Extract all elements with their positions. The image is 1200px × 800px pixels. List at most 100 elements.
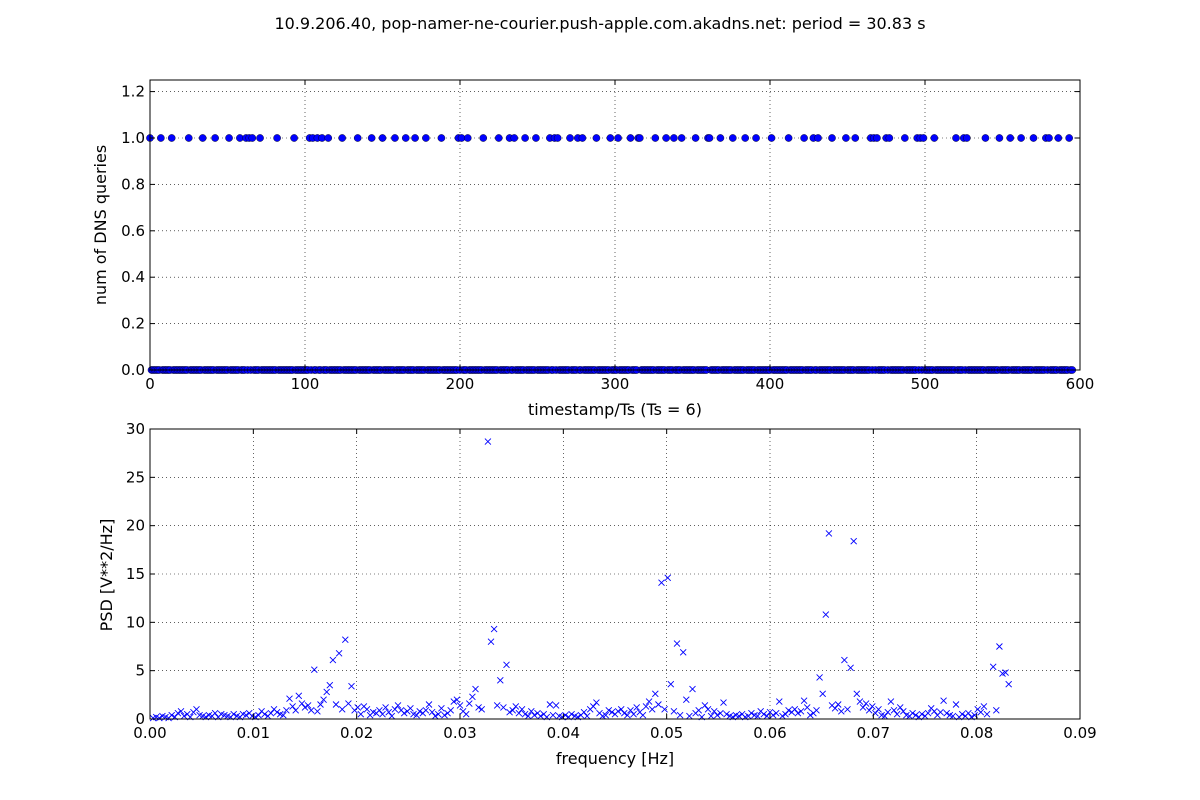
data-point-one bbox=[1054, 134, 1063, 142]
psd-point bbox=[853, 690, 861, 698]
data-point-one bbox=[566, 134, 574, 142]
psd-point bbox=[301, 704, 309, 711]
psd-point bbox=[952, 701, 960, 708]
data-point-one bbox=[873, 134, 881, 142]
data-point-one bbox=[930, 134, 939, 142]
psd-point bbox=[500, 704, 507, 711]
psd-point bbox=[549, 711, 557, 719]
psd-point bbox=[391, 706, 399, 713]
psd-point bbox=[890, 706, 898, 714]
psd-point bbox=[568, 710, 575, 718]
data-point-one bbox=[479, 134, 488, 142]
data-point-one bbox=[324, 134, 333, 142]
data-point-one bbox=[741, 134, 750, 142]
psd-point bbox=[341, 636, 349, 644]
data-point-one bbox=[767, 134, 776, 142]
psd-point bbox=[456, 702, 464, 709]
data-point-one bbox=[885, 134, 894, 142]
psd-point bbox=[791, 706, 799, 713]
x-tick-label: 100 bbox=[291, 375, 320, 393]
psd-point bbox=[320, 696, 327, 703]
psd-point bbox=[307, 706, 315, 714]
psd-point bbox=[407, 705, 414, 712]
psd-point bbox=[797, 707, 805, 715]
top-x-axis-label: timestamp/Ts (Ts = 6) bbox=[528, 400, 702, 419]
psd-point bbox=[329, 656, 337, 664]
psd-point bbox=[546, 701, 554, 708]
psd-point bbox=[211, 709, 219, 717]
psd-point bbox=[794, 709, 802, 717]
psd-point bbox=[394, 702, 402, 709]
y-tick-label: 0 bbox=[135, 710, 145, 728]
psd-point bbox=[335, 649, 343, 657]
data-point-one bbox=[401, 134, 410, 142]
psd-point bbox=[847, 664, 854, 672]
y-tick-label: 25 bbox=[126, 468, 145, 486]
data-point-one bbox=[1017, 134, 1025, 142]
x-tick-label: 0 bbox=[145, 375, 155, 393]
psd-point bbox=[648, 706, 656, 713]
y-tick-label: 0.8 bbox=[121, 175, 145, 193]
data-point-one bbox=[651, 134, 660, 142]
psd-point bbox=[348, 682, 355, 690]
psd-point bbox=[710, 707, 718, 715]
x-tick-label: 0.01 bbox=[237, 724, 270, 742]
data-point-one bbox=[952, 134, 960, 142]
psd-point bbox=[155, 714, 163, 722]
data-point-one bbox=[578, 134, 587, 142]
y-tick-label: 15 bbox=[126, 565, 145, 583]
psd-point bbox=[639, 711, 647, 719]
psd-point bbox=[651, 690, 659, 698]
psd-point bbox=[484, 438, 492, 445]
data-point-one bbox=[1006, 134, 1015, 142]
psd-point bbox=[338, 706, 346, 713]
psd-point bbox=[676, 711, 684, 719]
x-tick-label: 0.02 bbox=[340, 724, 373, 742]
psd-point bbox=[930, 707, 938, 715]
psd-point bbox=[487, 638, 495, 645]
psd-point bbox=[496, 677, 504, 684]
psd-point bbox=[937, 708, 944, 716]
data-point-one bbox=[919, 134, 928, 142]
psd-point bbox=[462, 710, 470, 718]
data-point-one bbox=[391, 134, 399, 142]
psd-point bbox=[1005, 680, 1013, 688]
x-tick-label: 0.08 bbox=[960, 724, 993, 742]
data-point-one bbox=[800, 134, 808, 142]
psd-point bbox=[977, 708, 985, 716]
psd-point bbox=[267, 709, 275, 717]
data-point-one bbox=[494, 134, 503, 142]
psd-point bbox=[806, 711, 814, 719]
psd-point bbox=[912, 711, 920, 719]
psd-point bbox=[992, 706, 1000, 714]
psd-point bbox=[434, 710, 442, 718]
psd-point bbox=[478, 706, 486, 713]
data-point-one bbox=[828, 134, 836, 142]
y-tick-label: 5 bbox=[135, 662, 145, 680]
y-tick-label: 0.6 bbox=[121, 222, 145, 240]
bottom-gridlines bbox=[150, 429, 1080, 719]
psd-point bbox=[670, 707, 678, 715]
psd-point bbox=[193, 706, 200, 713]
psd-point bbox=[918, 710, 926, 718]
psd-point bbox=[645, 698, 653, 705]
x-tick-label: 0.06 bbox=[753, 724, 786, 742]
psd-point bbox=[844, 706, 851, 713]
psd-point bbox=[655, 701, 662, 708]
data-point-one bbox=[705, 134, 714, 142]
psd-point bbox=[168, 711, 176, 719]
psd-point bbox=[1002, 669, 1009, 676]
psd-point bbox=[614, 707, 622, 715]
data-point-one bbox=[592, 134, 601, 142]
psd-point bbox=[357, 710, 365, 718]
data-point-one bbox=[521, 134, 529, 142]
psd-point bbox=[450, 698, 458, 705]
data-point-one bbox=[1065, 134, 1073, 142]
psd-point bbox=[775, 698, 783, 705]
psd-point bbox=[695, 706, 703, 714]
data-point-one bbox=[378, 134, 387, 142]
psd-point bbox=[292, 706, 300, 714]
psd-point bbox=[996, 643, 1003, 650]
psd-point bbox=[630, 710, 637, 718]
